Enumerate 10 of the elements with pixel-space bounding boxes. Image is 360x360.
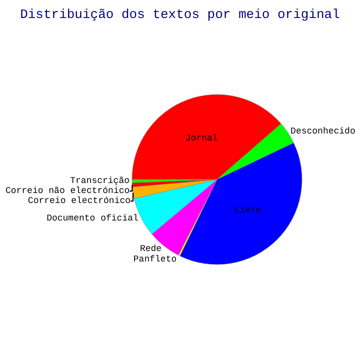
slice-label: Livro [234,206,262,216]
slice-label: Correio electrónico [28,196,131,206]
slice-label: Documento oficial [46,213,138,224]
slice-label: Jornal [185,133,218,144]
slice-label: Panfleto [133,254,177,265]
slice-label: Transcrição [70,176,130,186]
slice-label: Rede [140,244,162,254]
slice-label: Correio não electrónico [5,186,130,196]
slice-label: Desconhecido [290,126,356,136]
chart-title: Distribuição dos textos por meio original [20,7,340,22]
